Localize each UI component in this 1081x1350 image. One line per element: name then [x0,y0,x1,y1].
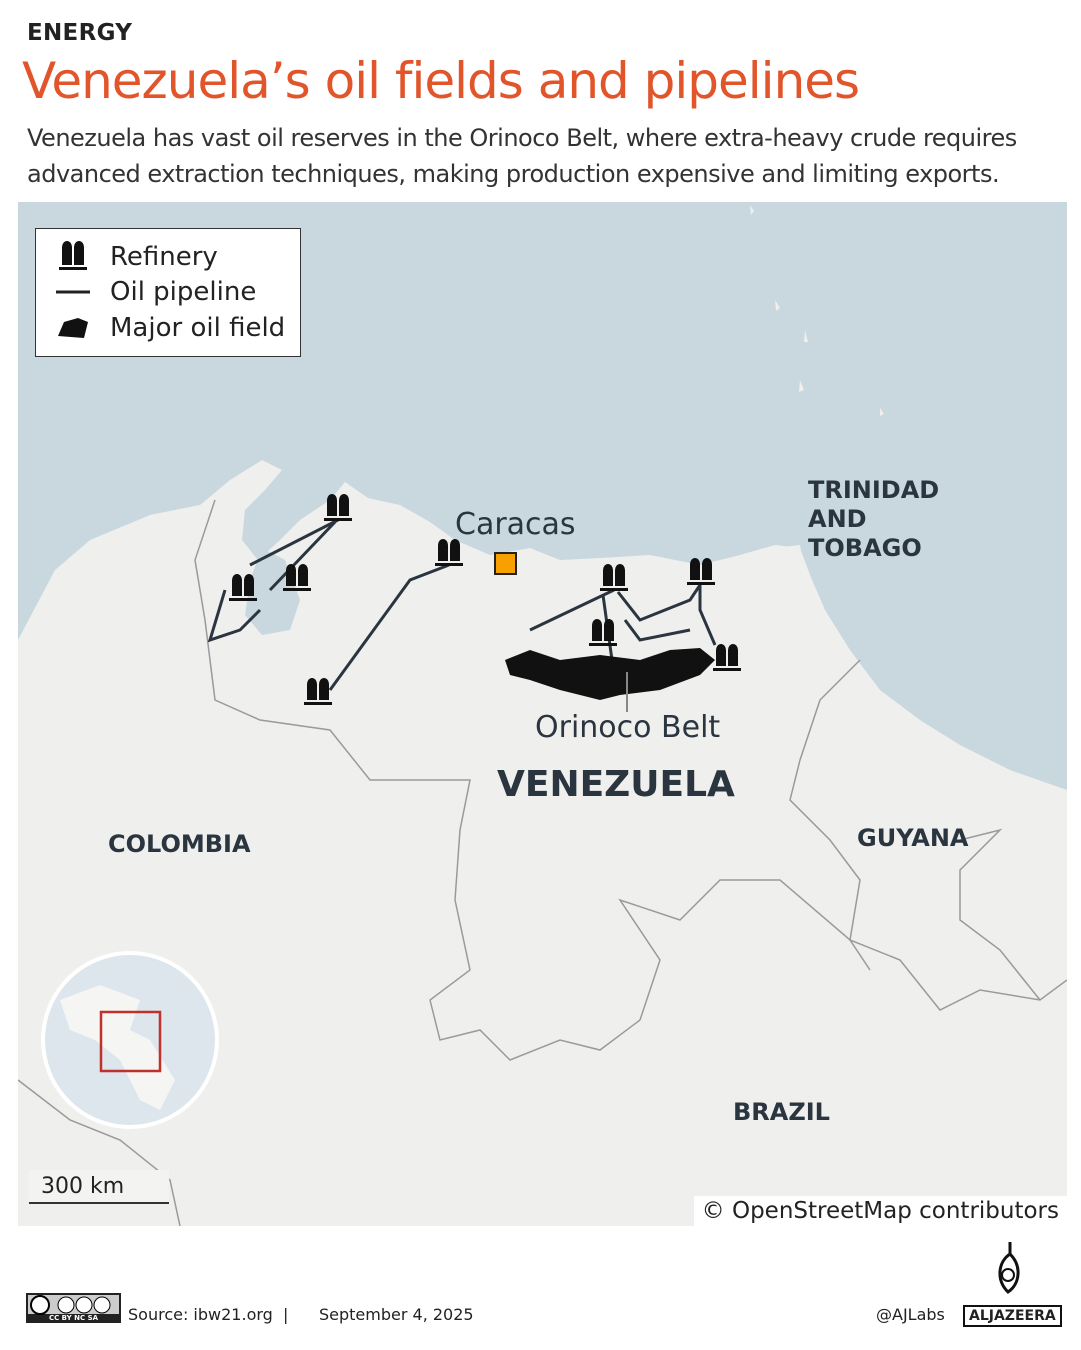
label-line: TRINIDAD [808,476,940,504]
cc-license-badge: CC BY NC SA [26,1293,121,1323]
borders [18,499,1067,1226]
pipeline-line-icon [36,287,110,297]
colombia-south-border [18,1079,181,1226]
label-colombia: COLOMBIA [108,830,251,858]
brazil-border [618,879,1067,1021]
label-caracas: Caracas [455,507,576,542]
oil-field-icon [36,316,110,340]
page-title: Venezuela’s oil fields and pipelines [22,52,860,110]
cc-license-icon [26,1293,121,1323]
venezuela-guyana-border [789,659,871,971]
subtitle: Venezuela has vast oil reserves in the O… [27,124,1017,188]
refinery-icon [687,558,715,585]
label-line: TOBAGO [808,534,922,562]
label-venezuela: VENEZUELA [497,764,735,805]
cc-license-text: CC BY NC SA [48,1314,99,1322]
legend-item-refinery: Refinery [36,241,218,273]
refinery-icon [589,619,617,646]
label-guyana: GUYANA [857,824,969,852]
caracas-capital-marker [494,552,517,575]
refinery-icon [713,644,741,671]
colombia-venezuela-border [194,499,641,1061]
label-brazil: BRAZIL [733,1098,830,1126]
label-orinoco-belt: Orinoco Belt [535,710,721,745]
trinidad [772,545,805,578]
refinery-icon [600,564,628,591]
separator: | [283,1305,289,1324]
globe-land [60,985,175,1110]
refineries [229,494,741,705]
refinery-icon [324,494,352,521]
label-trinidad-and-tobago: TRINIDAD AND TOBAGO [808,476,939,563]
map-canvas [18,202,1067,1226]
orinoco-belt-oil-field [505,648,715,700]
aj-labs-handle: @AJLabs [876,1305,945,1324]
guyana-border [959,828,1041,1001]
legend-label: Major oil field [110,313,286,343]
map-legend: Refinery Oil pipeline Major oil field [35,228,301,357]
legend-item-oil-field: Major oil field [36,313,285,343]
land [18,460,1067,1226]
source-text: Source: ibw21.org [128,1305,273,1324]
map-attribution: © OpenStreetMap contributors [693,1196,1067,1226]
aljazeera-wordmark: ALJAZEERA [963,1305,1062,1327]
legend-label: Refinery [110,242,218,272]
globe-inset [41,951,219,1129]
scale-bar: 300 km [29,1170,169,1204]
refinery-icon [36,241,110,273]
legend-label: Oil pipeline [110,277,257,307]
refinery-icon [283,564,311,591]
category-label: ENERGY [27,20,133,46]
map [18,202,1067,1226]
legend-item-pipeline: Oil pipeline [36,277,256,307]
aljazeera-logo-icon [990,1240,1028,1306]
inset-locator-box [99,1010,162,1073]
label-line: AND [808,505,867,533]
refinery-icon [435,539,463,566]
publish-date: September 4, 2025 [319,1305,474,1324]
refinery-icon [229,574,257,601]
refinery-icon [304,678,332,705]
